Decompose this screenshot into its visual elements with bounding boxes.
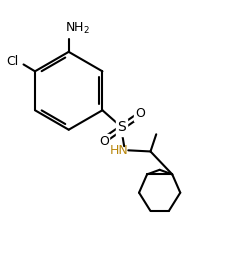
Text: Cl: Cl [7, 55, 19, 68]
Text: O: O [99, 135, 109, 148]
Text: S: S [117, 120, 126, 134]
Text: O: O [135, 107, 145, 120]
Text: NH$_2$: NH$_2$ [65, 21, 90, 36]
Text: HN: HN [110, 144, 128, 157]
